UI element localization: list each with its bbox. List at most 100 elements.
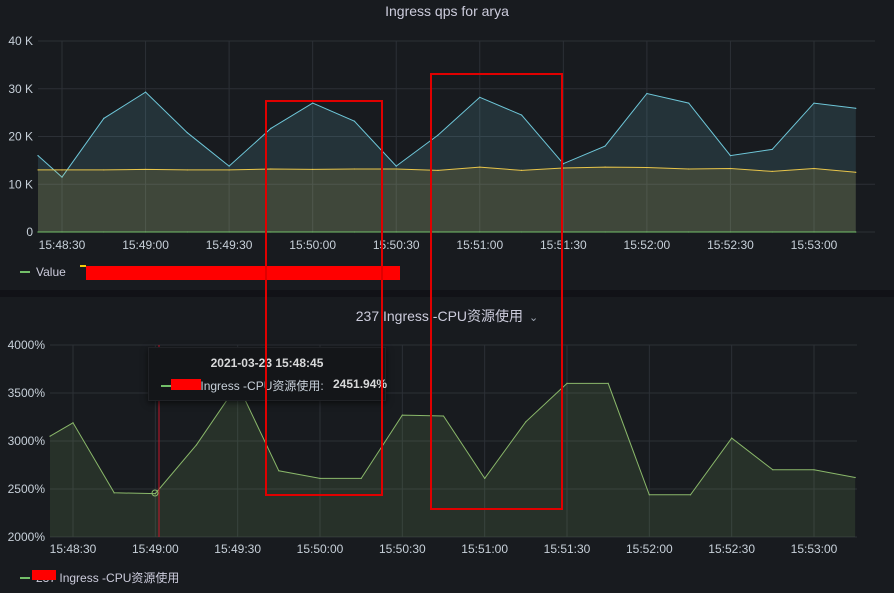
chevron-down-icon[interactable]: ⌄ — [529, 312, 539, 324]
x-tick-label: 15:51:30 — [544, 542, 591, 556]
data-point — [479, 96, 481, 98]
annotation-box — [265, 100, 383, 496]
data-point — [103, 231, 105, 233]
data-point — [520, 231, 523, 233]
data-point — [353, 231, 356, 233]
data-point — [731, 437, 733, 439]
data-point — [113, 492, 115, 494]
grid — [50, 344, 857, 538]
x-tick-label: 15:52:30 — [708, 542, 755, 556]
x-tick-label: 15:50:30 — [373, 238, 420, 252]
tooltip-value: 2451.94% — [333, 377, 388, 391]
y-tick-label: 3000% — [8, 434, 46, 448]
x-tick-label: 15:50:00 — [297, 542, 344, 556]
data-point — [813, 469, 815, 471]
legend-label: 237 Ingress -CPU资源使用 — [36, 571, 180, 585]
data-point — [144, 91, 147, 93]
data-point — [520, 114, 523, 116]
data-point — [72, 422, 74, 424]
panel-title[interactable]: Ingress qps for arya — [385, 3, 509, 19]
data-point — [312, 231, 314, 233]
series-fill — [38, 92, 856, 232]
data-point — [270, 168, 272, 170]
data-point — [154, 493, 156, 495]
data-point — [360, 477, 362, 480]
legend-item-value[interactable]: Value — [20, 265, 66, 279]
data-point — [103, 117, 105, 119]
legend-item-redacted[interactable] — [80, 265, 92, 267]
data-point — [144, 168, 147, 171]
data-point — [442, 415, 445, 417]
data-point — [37, 231, 39, 233]
x-tick-label: 15:48:30 — [39, 238, 86, 252]
data-point — [37, 155, 39, 157]
data-point — [525, 421, 527, 423]
redaction-bar — [86, 266, 400, 280]
y-tick-label: 20 K — [8, 130, 33, 144]
panel-title-wrap[interactable]: 237 Ingress -CPU资源使用 ⌄ — [0, 306, 894, 326]
data-point — [319, 477, 321, 480]
annotation-box — [430, 73, 563, 510]
data-point — [855, 231, 857, 233]
data-point — [646, 231, 648, 233]
data-point — [186, 169, 188, 171]
x-tick-label: 15:52:00 — [624, 238, 671, 252]
data-point — [353, 168, 356, 170]
x-tick-label: 15:50:30 — [379, 542, 426, 556]
data-point — [771, 170, 773, 172]
data-point — [401, 414, 403, 416]
data-point — [646, 166, 648, 169]
data-point — [689, 494, 692, 496]
y-tick-label: 30 K — [8, 82, 33, 96]
data-point — [228, 165, 230, 167]
data-point — [604, 145, 606, 147]
x-tick-label: 15:53:00 — [791, 238, 838, 252]
x-tick-label: 15:51:30 — [540, 238, 587, 252]
data-point — [562, 163, 564, 165]
data-point — [228, 231, 230, 233]
data-point — [437, 231, 439, 233]
y-tick-label: 40 K — [8, 34, 33, 48]
qps-chart: 0 10 K 20 K 30 K 40 K 15:48:30 15:49:00 15:49:3… — [8, 34, 875, 252]
data-point — [646, 92, 648, 95]
data-point — [186, 231, 188, 233]
data-point — [520, 169, 523, 172]
x-tick-label: 15:49:30 — [206, 238, 253, 252]
data-point — [604, 166, 606, 168]
data-point — [61, 176, 63, 178]
data-point — [278, 470, 280, 472]
tooltip-series: 237 Ingress -CPU资源使用: — [161, 377, 324, 394]
data-point — [688, 231, 690, 233]
redaction-bar — [32, 570, 56, 580]
data-point — [771, 148, 773, 150]
x-tick-label: 15:52:30 — [707, 238, 754, 252]
data-point — [228, 169, 230, 171]
data-point — [607, 382, 609, 384]
data-point — [855, 171, 857, 173]
data-point — [195, 444, 198, 446]
y-tick-label: 4000% — [8, 338, 46, 352]
data-point — [813, 231, 815, 233]
data-point — [103, 169, 105, 171]
data-point — [688, 102, 690, 104]
data-point — [566, 382, 568, 384]
data-point — [854, 476, 856, 479]
redaction-bar — [171, 379, 201, 390]
legend-item-cpu[interactable]: 237 Ingress -CPU资源使用 — [20, 569, 179, 586]
data-point — [353, 120, 356, 122]
data-point — [562, 167, 564, 169]
data-point — [729, 167, 732, 170]
data-point — [479, 231, 481, 233]
data-point — [395, 168, 397, 170]
data-point — [855, 107, 857, 109]
x-tick-label: 15:49:00 — [122, 238, 169, 252]
y-tick-label: 10 K — [8, 177, 33, 191]
data-point — [479, 166, 481, 168]
data-point — [771, 231, 773, 233]
data-point — [395, 231, 397, 233]
legend-swatch — [80, 265, 86, 267]
y-tick-label: 0 — [26, 225, 33, 239]
tooltip-swatch — [161, 384, 171, 387]
data-point — [437, 134, 439, 136]
data-point — [437, 169, 439, 172]
